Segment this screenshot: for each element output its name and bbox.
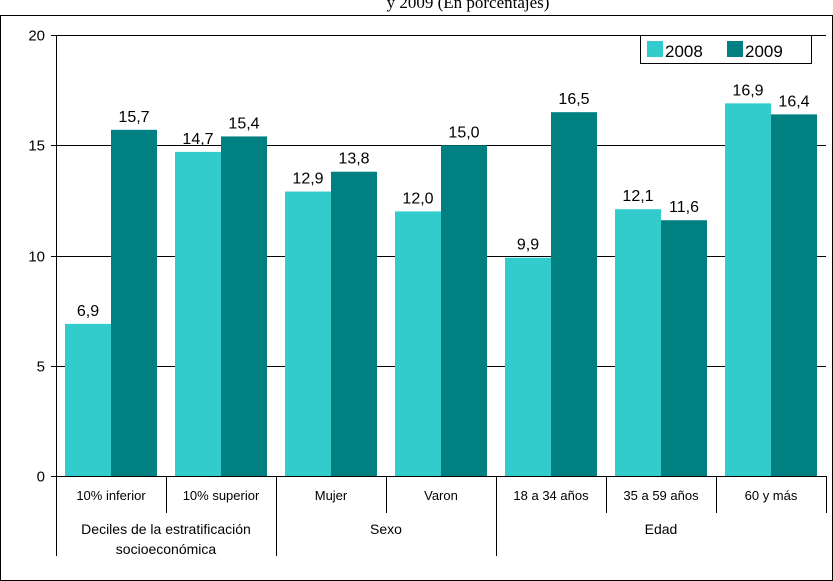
bar-2009-1 [111, 129, 157, 476]
data-label: 15,7 [118, 109, 149, 126]
data-label: 12,1 [622, 188, 653, 205]
category-label: Mujer [315, 488, 348, 503]
legend-swatch-2009 [727, 41, 743, 57]
data-label: 16,9 [732, 82, 763, 99]
category-label: Varon [424, 488, 458, 503]
data-label: 9,9 [517, 237, 539, 254]
bar-2009-4 [441, 145, 487, 476]
category-label: 10% inferior [76, 488, 146, 503]
bar-2009-3 [331, 171, 377, 476]
bar-2008-1 [65, 323, 111, 476]
group-label: Sexo [370, 521, 402, 537]
category-label: 18 a 34 años [513, 488, 589, 503]
group-label: socioeconómica [116, 541, 217, 557]
bar-2009-5 [551, 112, 597, 477]
data-label: 16,4 [778, 93, 809, 110]
y-tick-label: 10 [28, 249, 45, 266]
legend-swatch-2008 [647, 41, 663, 57]
group-label: Deciles de la estratificación [81, 521, 251, 537]
data-label: 13,8 [338, 151, 369, 168]
data-label: 15,0 [448, 124, 479, 141]
data-label: 11,6 [669, 199, 699, 216]
bar-2009-7 [771, 114, 817, 476]
y-tick-label: 20 [28, 28, 45, 45]
bar-2008-2 [175, 151, 221, 477]
bar-2008-5 [505, 257, 551, 476]
bars [65, 103, 817, 477]
y-tick-label: 5 [37, 359, 45, 376]
data-label: 16,5 [558, 91, 589, 108]
category-label: 35 a 59 años [623, 488, 699, 503]
bar-2008-4 [395, 211, 441, 476]
data-label: 6,9 [77, 303, 99, 320]
legend-label: 2008 [665, 42, 703, 61]
bar-2008-3 [285, 191, 331, 476]
data-label: 14,7 [182, 131, 213, 148]
chart-title: y 2009 (En porcentajes) [387, 0, 550, 12]
legend-label: 2009 [745, 42, 783, 61]
axes: 0 5 10 15 20 10% inferior 10% superior Mujer Var… [28, 28, 827, 557]
bar-2009-2 [221, 136, 267, 476]
bar-2008-6 [615, 209, 661, 476]
category-label: 10% superior [183, 488, 260, 503]
data-label: 12,9 [292, 171, 323, 188]
data-label: 12,0 [402, 190, 433, 207]
group-label: Edad [645, 521, 678, 537]
legend: 2008 2009 [640, 35, 812, 64]
data-label: 15,4 [228, 115, 259, 132]
data-labels: 6,9 15,7 14,7 15,4 12,9 13,8 12,0 15,0 9,9 16,5 12… [77, 82, 810, 320]
bar-2008-7 [725, 103, 771, 476]
category-label: 60 y más [745, 488, 798, 503]
y-tick-label: 0 [37, 469, 45, 486]
y-tick-label: 15 [28, 138, 45, 155]
bar-2009-6 [661, 220, 707, 476]
legend-box [640, 35, 812, 64]
